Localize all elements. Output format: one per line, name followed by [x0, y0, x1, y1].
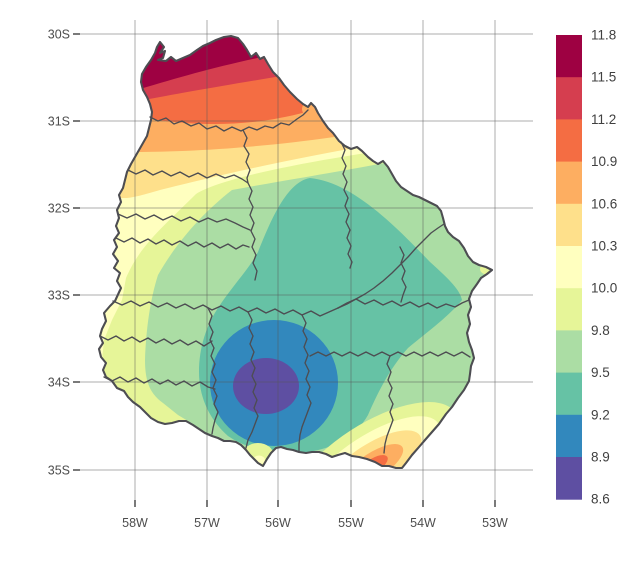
legend-tick-label: 10.0	[591, 281, 617, 296]
x-axis-tick-label: 56W	[265, 516, 291, 530]
y-axis-tick-label: 32S	[48, 202, 70, 216]
dept-border-colonia-north	[99, 335, 213, 347]
dept-border-durazno-ttres	[337, 298, 470, 309]
legend-tick-label: 9.8	[591, 323, 610, 338]
legend-tick-label: 10.3	[591, 239, 617, 254]
dept-border-salto-south	[127, 169, 249, 184]
department-boundaries	[99, 109, 471, 454]
legend-swatch	[556, 330, 582, 374]
dept-border-rio-negro-river	[112, 300, 339, 317]
y-axis: 30S 31S 32S 33S 34S 35S	[48, 28, 80, 478]
dept-border-flores-west	[207, 307, 219, 435]
y-axis-tick-label: 31S	[48, 115, 70, 129]
legend-swatch	[556, 203, 582, 247]
legend-tick-label: 11.8	[591, 28, 616, 43]
legend-tick-label: 9.2	[591, 407, 610, 422]
legend-swatch	[556, 288, 582, 331]
dept-border-rivera-east	[340, 141, 353, 269]
y-axis-tick-label: 34S	[48, 376, 70, 390]
legend-swatch	[556, 35, 582, 78]
x-axis-tick-label: 54W	[410, 516, 436, 530]
dept-border-paysandu-south	[117, 213, 251, 231]
legend-tick-label: 11.5	[591, 70, 616, 85]
dept-border-florida-east	[298, 314, 312, 452]
fill-band-8.6-8.9-purple-min	[233, 358, 299, 414]
dept-border-cerrolargo	[399, 246, 407, 303]
dept-border-tacuarembo-west	[242, 129, 258, 281]
dept-border-maldonado-rocha	[383, 355, 394, 454]
x-axis-tick-label: 58W	[122, 516, 148, 530]
legend-tick-label: 8.6	[591, 492, 610, 507]
x-axis-tick-label: 53W	[482, 516, 508, 530]
legend-swatch	[556, 372, 582, 416]
x-axis-tick-label: 55W	[338, 516, 364, 530]
y-axis-tick-label: 30S	[48, 28, 70, 42]
x-axis-tick-label: 57W	[194, 516, 220, 530]
legend-swatch	[556, 119, 582, 163]
legend-tick-label: 10.6	[591, 196, 617, 211]
dept-border-florida-west	[245, 311, 259, 449]
colorbar-legend: 11.8 11.5 11.2 10.9 10.6 10.3 10.0 9.8 9.5 9.2 8.9…	[556, 28, 617, 507]
x-axis: 58W 57W 56W 55W 54W 53W	[122, 500, 508, 530]
legend-tick-label: 10.9	[591, 154, 617, 169]
y-axis-tick-label: 33S	[48, 289, 70, 303]
legend-tick-label: 11.2	[591, 112, 616, 127]
legend-swatch	[556, 457, 582, 500]
y-axis-tick-label: 35S	[48, 464, 70, 478]
legend-tick-label: 9.5	[591, 365, 610, 380]
legend-swatch	[556, 161, 582, 205]
uruguay-country-outline	[97, 34, 494, 470]
legend-swatch	[556, 77, 582, 120]
dept-border-sanjose-north	[103, 376, 216, 390]
legend-swatch	[556, 246, 582, 289]
dept-border-rio-negro-east	[337, 223, 445, 309]
legend-swatch	[556, 414, 582, 458]
legend-tick-label: 8.9	[591, 450, 610, 465]
dept-border-artigas	[149, 109, 309, 132]
dept-border-rionegro-south	[115, 237, 250, 250]
